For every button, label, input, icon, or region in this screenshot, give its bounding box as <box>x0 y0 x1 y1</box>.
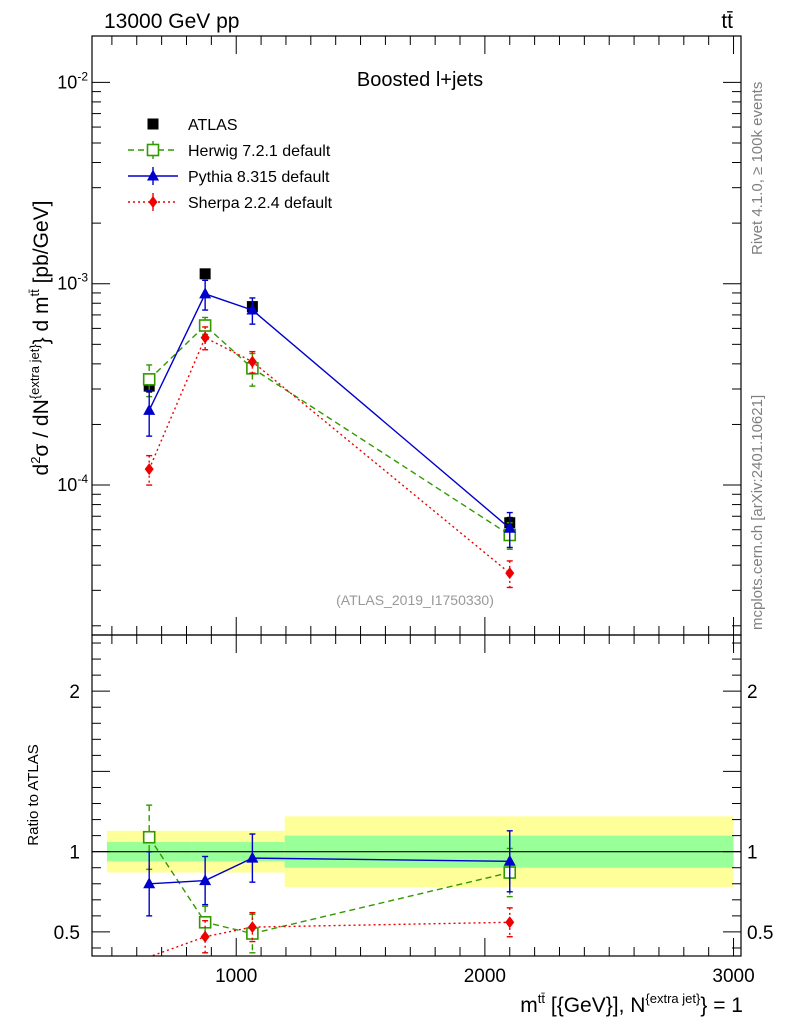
ratio-y-tick-label-right: 2 <box>747 682 758 703</box>
main-pythia-point <box>246 303 259 315</box>
ratio-pythia-point <box>143 877 156 889</box>
ratio-pythia-point <box>503 854 516 866</box>
ratio-series-layer <box>125 804 517 970</box>
ratio-panel-frame <box>91 634 742 957</box>
main-y-tick-label: 10-3 <box>57 271 88 294</box>
ratio-y-tick-label-left: 0.5 <box>54 923 80 944</box>
main-y-tick-label: 10-4 <box>57 472 88 495</box>
main-pythia-point <box>503 521 516 533</box>
main-herwig-point <box>198 319 212 332</box>
main-atlas-point <box>199 268 211 280</box>
x-tick-label: 2000 <box>464 966 506 987</box>
main-herwig-line <box>148 324 511 536</box>
ratio-pythia-line <box>149 857 510 885</box>
legend-atlas-label: ATLAS <box>188 117 238 134</box>
rivet-version-label: Rivet 4.1.0, ≥ 100k events <box>749 81 766 255</box>
legend-herwig-label: Herwig 7.2.1 default <box>188 143 331 160</box>
x-axis-label: mtt̄ [{GeV}], N{extra jet}} = 1 <box>520 991 743 1017</box>
main-sherpa-line <box>148 336 511 574</box>
analysis-watermark: (ATLAS_2019_I1750330) <box>336 592 494 608</box>
process-label: tt̄ <box>721 10 733 33</box>
main-sherpa-point <box>505 567 515 580</box>
main-sherpa-point <box>200 331 210 344</box>
ratio-pythia-point <box>199 874 212 886</box>
main-y-tick-label: 10-2 <box>57 69 88 92</box>
legend-pythia-marker <box>147 169 159 181</box>
main-herwig-point <box>142 373 156 386</box>
x-tick-label: 1000 <box>215 966 257 987</box>
legend-pythia-label: Pythia 8.315 default <box>188 169 330 186</box>
main-series-layer <box>142 268 517 589</box>
main-pythia-point <box>143 403 156 415</box>
ratio-axes: 0.5 0.5 1 1 2 2 1000 2000 3000 <box>54 635 773 987</box>
main-axes: 10-4 10-3 10-2 <box>57 36 741 635</box>
main-pythia-line <box>148 293 511 529</box>
legend-sherpa-marker <box>148 196 158 208</box>
ratio-sherpa-point <box>505 916 515 929</box>
ratio-herwig-line <box>148 836 510 935</box>
ratio-y-tick-label-left: 2 <box>69 682 80 703</box>
main-pythia-point <box>199 287 212 299</box>
legend-sherpa-label: Sherpa 2.2.4 default <box>188 195 333 212</box>
chart-title: Boosted l+jets <box>357 69 483 91</box>
legend-herwig-marker <box>146 143 160 157</box>
ratio-sherpa-point <box>125 958 134 970</box>
ratio-pythia-point <box>246 851 259 863</box>
main-y-axis-label: d2σ / dN{extra jet}} d mtt̄ [pb/GeV] <box>27 201 53 476</box>
ratio-sherpa-line <box>149 921 510 956</box>
mcplots-label: mcplots.cern.ch [arXiv:2401.10621] <box>749 394 766 630</box>
ratio-y-tick-label-right: 1 <box>747 843 758 864</box>
energy-label: 13000 GeV pp <box>104 10 239 33</box>
legend: ATLAS Herwig 7.2.1 default Pythia 8.315 de… <box>128 117 333 212</box>
legend-atlas-marker <box>147 118 159 130</box>
ratio-bands <box>92 816 741 887</box>
ratio-y-tick-label-right: 0.5 <box>747 923 773 944</box>
ratio-y-axis-label: Ratio to ATLAS <box>25 744 42 845</box>
ratio-y-tick-label-left: 1 <box>69 843 80 864</box>
main-sherpa-point <box>144 463 154 476</box>
x-tick-label: 3000 <box>712 966 754 987</box>
ratio-sherpa-point <box>200 930 210 943</box>
main-sherpa-point <box>247 355 257 368</box>
ratio-sherpa-point <box>247 921 257 934</box>
ratio-herwig-point <box>142 830 156 844</box>
